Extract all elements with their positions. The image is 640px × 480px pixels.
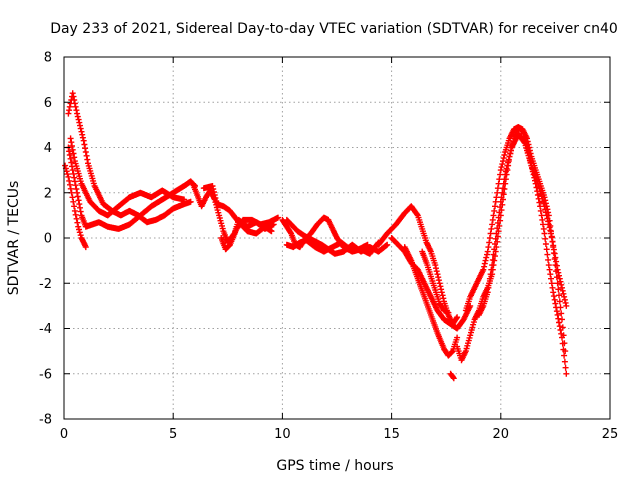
x-tick-label: 0 bbox=[60, 427, 68, 442]
x-tick-label: 10 bbox=[274, 427, 291, 442]
series-markers bbox=[375, 203, 461, 327]
series-markers bbox=[447, 370, 457, 382]
series-track-d bbox=[62, 162, 89, 251]
x-tick-label: 25 bbox=[602, 427, 619, 442]
series-track-q bbox=[476, 130, 570, 318]
series-track-r bbox=[447, 370, 457, 382]
y-tick-label: 6 bbox=[44, 96, 52, 111]
y-tick-label: -4 bbox=[39, 322, 52, 337]
series-track-n bbox=[419, 248, 452, 316]
y-tick-label: -6 bbox=[39, 367, 52, 382]
y-tick-label: 8 bbox=[44, 51, 52, 66]
series-track-j bbox=[283, 237, 371, 255]
series-track-b bbox=[67, 135, 188, 219]
y-axis-title: SDTVAR / TECUs bbox=[6, 181, 22, 296]
series-markers bbox=[401, 244, 461, 359]
data-series bbox=[62, 90, 570, 382]
series-markers bbox=[218, 214, 281, 253]
series-track-m bbox=[401, 244, 461, 359]
chart-title: Day 233 of 2021, Sidereal Day-to-day VTE… bbox=[50, 21, 618, 37]
axis-ticks: 0 5 10 15 20 25 -8 -6 -4 -2 0 2 4 6 8 bbox=[39, 51, 618, 443]
series-markers bbox=[67, 135, 188, 219]
y-tick-label: 0 bbox=[44, 232, 52, 247]
x-tick-label: 15 bbox=[383, 427, 400, 442]
y-tick-label: -2 bbox=[39, 277, 52, 292]
x-axis-title: GPS time / hours bbox=[276, 458, 393, 474]
series-markers bbox=[476, 130, 570, 318]
series-track-g bbox=[218, 214, 281, 253]
y-tick-label: -8 bbox=[39, 413, 52, 428]
y-tick-label: 2 bbox=[44, 186, 52, 201]
series-markers bbox=[62, 162, 89, 251]
x-tick-label: 5 bbox=[169, 427, 177, 442]
series-track-c bbox=[65, 90, 194, 226]
series-track-k bbox=[375, 203, 461, 327]
series-markers bbox=[283, 237, 371, 255]
x-tick-label: 20 bbox=[493, 427, 510, 442]
y-tick-label: 4 bbox=[44, 141, 52, 156]
series-markers bbox=[419, 248, 452, 316]
series-markers bbox=[65, 90, 194, 226]
